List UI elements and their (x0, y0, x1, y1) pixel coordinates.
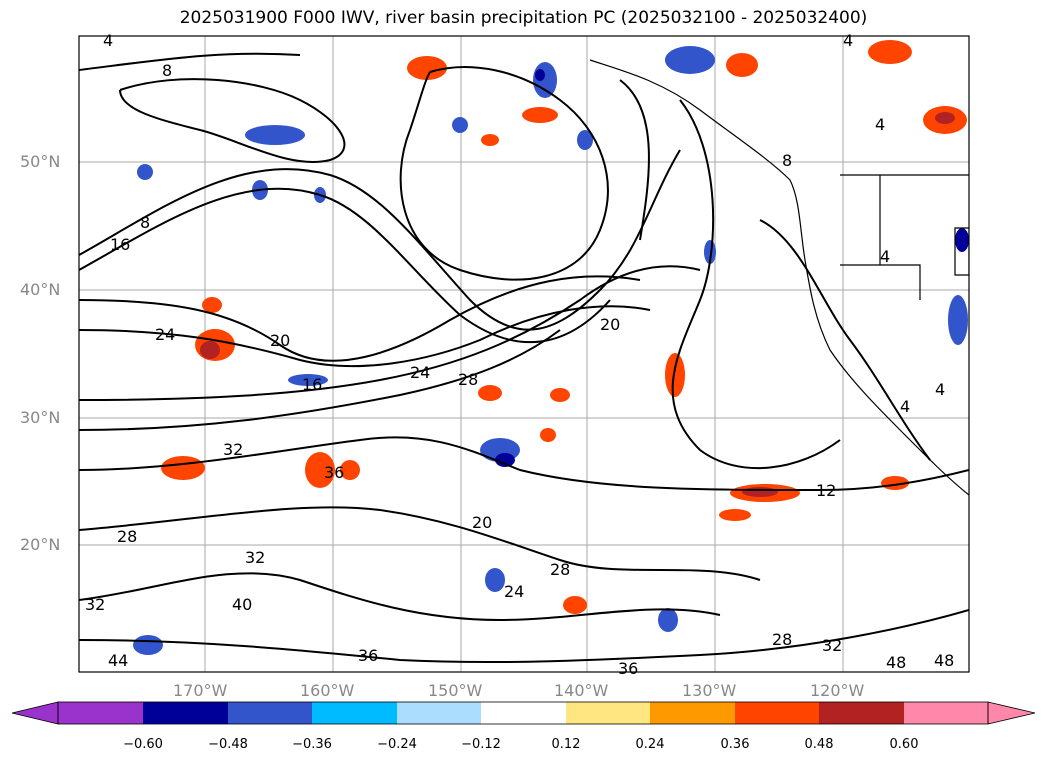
colorbar-tick-label: −0.24 (377, 737, 417, 752)
contour-label: 32 (245, 548, 265, 567)
contour-label: 4 (103, 31, 113, 50)
contour-label-group: 4 8 8 8 16 20 20 24 24 28 28 32 32 32 36… (85, 31, 954, 678)
lat-label: 50°N (20, 152, 61, 171)
colorbar-tick-label: 0.12 (551, 737, 581, 752)
colorbar-segments (58, 702, 988, 724)
contour-label: 24 (155, 325, 175, 344)
colorbar-segment (735, 702, 819, 724)
lon-label: 160°W (300, 681, 355, 700)
contour-label: 28 (458, 370, 478, 389)
precip-anomalies (133, 40, 969, 655)
colorbar-arrow-right (987, 701, 1036, 725)
contour-label: 36 (324, 463, 344, 482)
colorbar-tick-label: 0.48 (804, 737, 834, 752)
contour-label: 20 (270, 331, 290, 350)
colorbar-segment (312, 702, 397, 724)
contour-label: 28 (550, 560, 570, 579)
figure-title: 2025031900 F000 IWV, river basin precipi… (179, 8, 868, 28)
contour-label: 4 (880, 247, 890, 266)
contour-label: 36 (618, 659, 638, 678)
lon-label: 140°W (554, 681, 609, 700)
colorbar-tick-label: 0.24 (635, 737, 665, 752)
colorbar-tick-label: 0.60 (889, 737, 919, 752)
colorbar-segment (566, 702, 650, 724)
contour-label: 24 (410, 363, 430, 382)
contour-label: 32 (223, 440, 243, 459)
contour-label: 48 (886, 653, 906, 672)
contour-label: 28 (772, 630, 792, 649)
lat-label: 20°N (20, 535, 61, 554)
lat-label: 30°N (20, 408, 61, 427)
contour-label: 32 (85, 595, 105, 614)
contour-label: 8 (162, 61, 172, 80)
lat-label: 40°N (20, 280, 61, 299)
colorbar-segment (481, 702, 566, 724)
colorbar-tick-label: −0.36 (292, 737, 332, 752)
contour-label: 32 (822, 636, 842, 655)
colorbar-segment (143, 702, 228, 724)
contour-label: 28 (117, 527, 137, 546)
contour-label: 20 (600, 315, 620, 334)
contour-label: 4 (900, 397, 910, 416)
contour-label: 12 (816, 481, 836, 500)
contour-label: 48 (934, 651, 954, 670)
colorbar-segment (650, 702, 735, 724)
contour-label: 8 (140, 213, 150, 232)
contour-label: 16 (110, 235, 130, 254)
colorbar-segment (904, 702, 988, 724)
iwv-contours (79, 52, 969, 664)
colorbar-arrow-left (11, 701, 59, 725)
colorbar-tick-label: −0.48 (208, 737, 248, 752)
contour-label: 20 (472, 513, 492, 532)
colorbar-tick-label: 0.36 (720, 737, 750, 752)
coastline (589, 59, 969, 496)
contour-label: 24 (504, 582, 524, 601)
colorbar-segment (58, 702, 143, 724)
colorbar-segment (819, 702, 904, 724)
contour-label: 4 (875, 115, 885, 134)
lon-label: 170°W (173, 681, 228, 700)
colorbar-tick-label: −0.60 (123, 737, 163, 752)
colorbar-segment (228, 702, 312, 724)
colorbar-segment (397, 702, 481, 724)
contour-label: 36 (358, 646, 378, 665)
contour-label: 40 (232, 595, 252, 614)
colorbar-tick-label: −0.12 (461, 737, 501, 752)
lon-label: 150°W (428, 681, 483, 700)
lon-label: 120°W (810, 681, 865, 700)
lon-label: 130°W (682, 681, 737, 700)
map-frame (78, 35, 970, 673)
contour-label: 16 (302, 375, 322, 394)
contour-label: 44 (108, 651, 128, 670)
contour-label: 4 (843, 31, 853, 50)
colorbar (11, 701, 1036, 725)
contour-label: 8 (782, 151, 792, 170)
contour-label: 4 (935, 380, 945, 399)
